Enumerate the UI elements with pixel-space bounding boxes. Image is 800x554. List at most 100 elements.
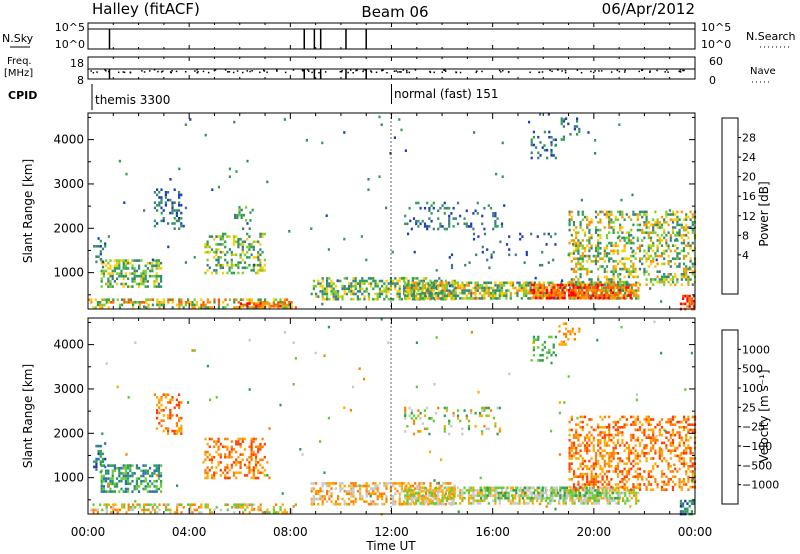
- data-cell: [361, 292, 364, 296]
- data-cell: [95, 463, 98, 466]
- data-cell: [603, 459, 606, 463]
- data-cell: [561, 294, 564, 297]
- data-cell: [138, 285, 141, 288]
- data-cell: [608, 480, 611, 484]
- data-cell: [586, 444, 589, 447]
- data-cell: [248, 306, 251, 309]
- data-cell: [656, 226, 659, 229]
- data-cell: [370, 277, 373, 280]
- data-cell: [378, 292, 381, 296]
- data-cell: [162, 409, 165, 412]
- data-cell: [574, 286, 577, 289]
- data-cell: [432, 281, 435, 285]
- data-cell: [649, 441, 653, 445]
- data-cell: [625, 257, 628, 260]
- data-cell: [160, 403, 163, 407]
- nsearch-label: N.Search: [746, 30, 796, 43]
- data-cell: [248, 445, 251, 449]
- data-cell: [621, 289, 625, 292]
- data-cell: [97, 450, 100, 453]
- data-cell: [645, 278, 648, 281]
- data-cell: [605, 275, 609, 279]
- data-cell: [654, 210, 657, 214]
- data-cell: [385, 482, 388, 485]
- data-cell: [641, 262, 644, 266]
- data-cell: [676, 254, 679, 258]
- data-cell: [246, 474, 249, 477]
- data-cell: [160, 219, 163, 223]
- data-cell: [354, 484, 357, 488]
- data-cell: [156, 511, 159, 514]
- data-cell: [568, 491, 571, 495]
- data-cell: [483, 291, 486, 295]
- data-cell: [173, 406, 176, 409]
- data-cell: [398, 284, 401, 288]
- data-cell: [660, 278, 664, 281]
- data-cell: [638, 459, 642, 463]
- data-cell: [634, 270, 637, 273]
- data-cell: [588, 491, 592, 495]
- data-cell: [546, 296, 549, 300]
- data-cell: [118, 508, 121, 512]
- data-cell: [527, 281, 530, 285]
- data-cell: [224, 445, 227, 449]
- data-cell: [509, 499, 512, 503]
- data-cell: [641, 231, 644, 234]
- data-cell: [348, 497, 351, 501]
- data-cell: [608, 294, 611, 298]
- data-cell: [156, 193, 159, 197]
- data-cell: [621, 470, 624, 473]
- data-cell: [472, 491, 475, 495]
- data-cell: [160, 482, 163, 486]
- data-cell: [398, 295, 401, 298]
- data-cell: [248, 511, 251, 514]
- data-cell: [339, 295, 342, 298]
- data-cell: [178, 401, 181, 404]
- data-cell: [239, 256, 242, 259]
- data-cell: [594, 260, 598, 263]
- data-cell: [616, 475, 620, 478]
- nave-dot: [433, 71, 435, 74]
- data-cell: [570, 486, 573, 490]
- data-cell: [643, 446, 646, 450]
- data-cell: [367, 277, 370, 280]
- data-cell: [649, 262, 653, 266]
- data-cell: [204, 506, 207, 509]
- data-cell: [436, 500, 439, 503]
- data-cell: [127, 259, 130, 262]
- data-cell: [345, 287, 348, 291]
- data-cell: [467, 486, 471, 490]
- data-cell: [627, 241, 631, 245]
- data-cell: [315, 292, 318, 296]
- data-cell: [628, 489, 631, 492]
- data-cell: [576, 125, 579, 128]
- data-cell: [583, 415, 587, 419]
- data-cell: [676, 280, 679, 284]
- data-cell: [671, 218, 675, 221]
- data-cell: [632, 420, 635, 424]
- data-cell: [656, 221, 659, 224]
- data-cell: [210, 455, 214, 459]
- data-cell: [127, 490, 130, 493]
- data-cell: [419, 206, 422, 210]
- data-cell: [398, 297, 401, 301]
- data-cell: [404, 149, 407, 152]
- data-cell: [400, 277, 403, 280]
- nsearch-tick-top: 10^5: [701, 21, 731, 34]
- data-cell: [350, 287, 353, 291]
- data-cell: [118, 274, 121, 278]
- data-cell: [581, 296, 584, 300]
- data-cell: [352, 492, 355, 496]
- data-cell: [601, 291, 604, 295]
- data-cell: [464, 263, 467, 267]
- data-cell: [415, 281, 418, 285]
- data-cell: [529, 499, 532, 503]
- data-cell: [612, 291, 615, 295]
- data-cell: [522, 499, 526, 503]
- data-cell: [277, 302, 280, 305]
- data-cell: [268, 303, 271, 307]
- data-cell: [485, 284, 488, 287]
- data-cell: [160, 472, 163, 475]
- data-cell: [624, 289, 627, 292]
- data-cell: [226, 437, 229, 441]
